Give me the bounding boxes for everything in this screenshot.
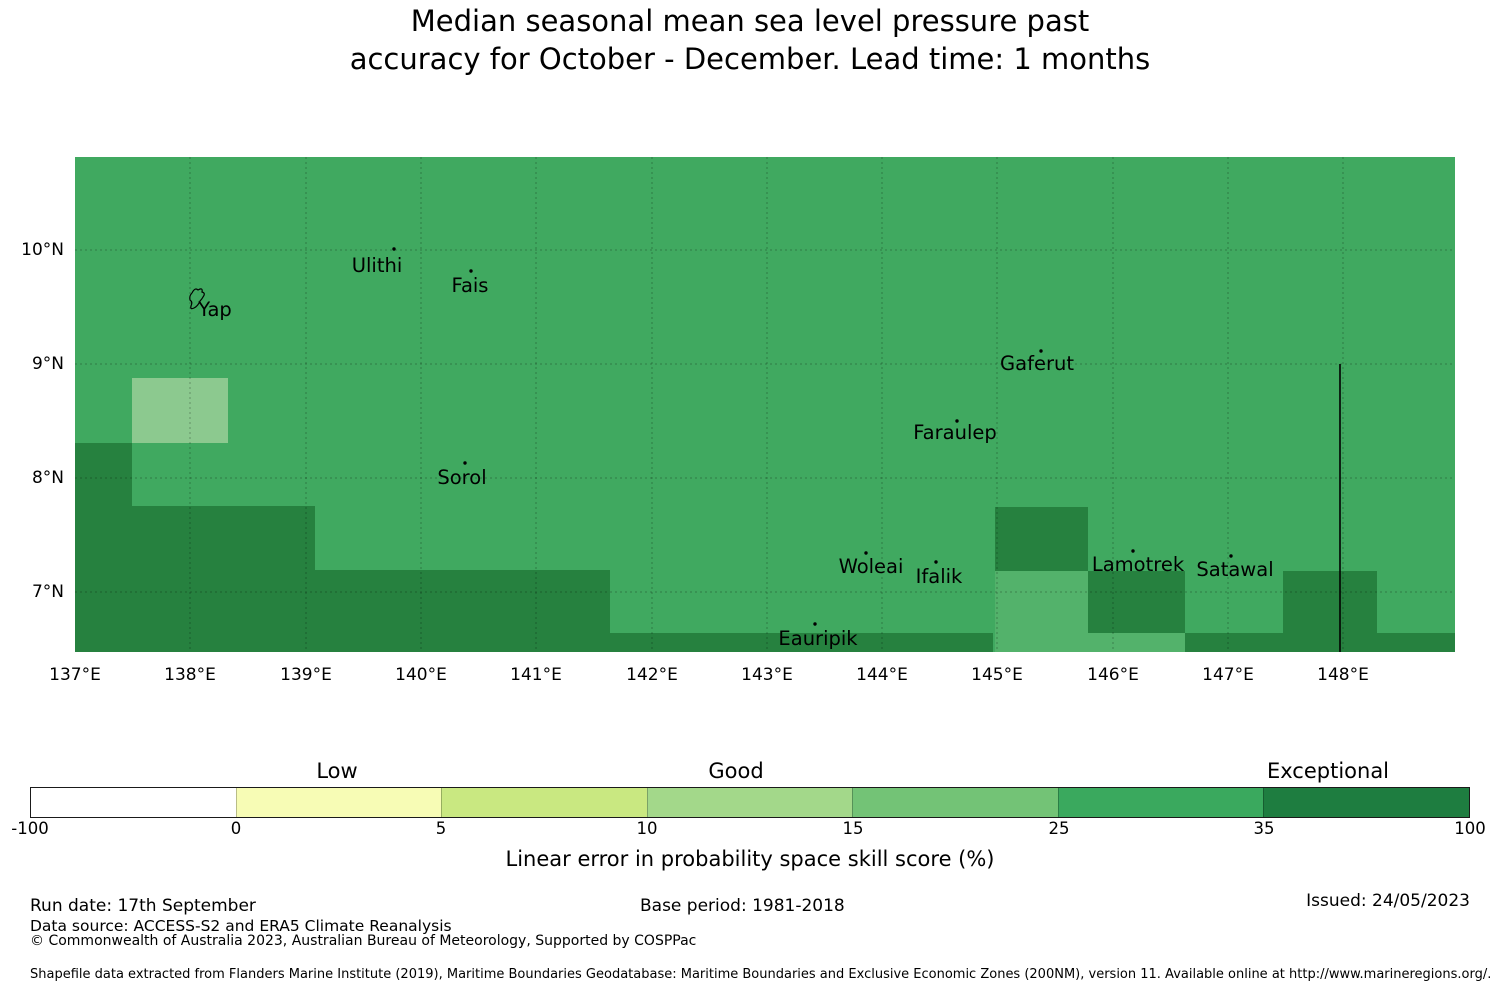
colorbar-segment [1263,788,1470,817]
island-dot [392,247,396,251]
island-dot [1229,554,1233,558]
x-axis-tick-label: 137°E [49,665,101,685]
colorbar-segment [441,788,647,817]
colorbar-tick-label: 35 [1253,819,1275,838]
island-label: Fais [452,274,489,297]
map-plot: Yap Ulithi Fais Gaferut Faraulep Sorol Woleai I… [75,157,1455,652]
island-dot [934,560,938,564]
issued-date-text: Issued: 24/05/2023 [1306,891,1470,911]
x-axis-tick-label: 139°E [280,665,332,685]
colorbar-tick-label: 10 [636,819,658,838]
island-dot [1039,349,1043,353]
shapefile-attribution-text: Shapefile data extracted from Flanders M… [30,967,1492,982]
colorbar-category-label: Exceptional [1266,759,1390,783]
map-region-high-skill-patch-145e [995,507,1088,571]
colorbar-tick-label: 15 [842,819,864,838]
x-axis-tick-label: 146°E [1087,665,1139,685]
island-label: Yap [197,298,232,321]
island-dot [864,551,868,555]
colorbar [30,787,1470,818]
island-label: Ifalik [916,565,963,588]
map-region-high-skill-south-band [610,633,993,652]
y-axis-tick-label: 10°N [21,240,64,260]
figure-title: Median seasonal mean sea level pressure … [0,2,1500,78]
colorbar-tick-label: 100 [1454,819,1486,838]
colorbar-tick-label: -100 [11,819,49,838]
island-label: Lamotrek [1092,553,1185,576]
x-axis-tick-label: 138°E [164,665,216,685]
map-region-high-skill-southwest-tier3 [315,570,610,652]
colorbar-tick-label: 5 [435,819,447,838]
island-dot [813,622,817,626]
island-label: Woleai [839,555,904,578]
title-line-2: accuracy for October - December. Lead ti… [349,42,1151,76]
colorbar-axis-label: Linear error in probability space skill … [505,847,995,871]
island-label: Eauripik [778,627,858,650]
island-shape [189,288,205,310]
island-dot [463,461,467,465]
map-region-high-skill-west-column [75,443,132,652]
x-axis-tick-label: 148°E [1317,665,1369,685]
colorbar-category-label: Good [708,759,764,783]
colorbar-segment [646,788,853,817]
base-period-text: Base period: 1981-2018 [640,896,845,916]
island-label: Sorol [437,466,486,489]
colorbar-category-label: Low [316,759,358,783]
x-axis-tick-label: 143°E [741,665,793,685]
title-line-1: Median seasonal mean sea level pressure … [410,4,1090,38]
island-label: Gaferut [1000,352,1074,375]
map-region-high-skill-patch-148e [1283,571,1377,633]
x-axis-tick-label: 142°E [626,665,678,685]
island-dot [1131,549,1135,553]
map-region-low-skill-cell-138e [132,378,228,443]
x-axis-tick-label: 144°E [856,665,908,685]
colorbar-tick-label: 0 [230,819,242,838]
x-axis-tick-label: 147°E [1202,665,1254,685]
map-region-high-skill-southeast-band [1185,633,1455,652]
island-label: Faraulep [913,421,997,444]
copyright-text: © Commonwealth of Australia 2023, Austra… [30,933,697,949]
y-axis-tick-label: 9°N [31,354,64,374]
colorbar-segment [31,788,236,817]
x-axis-tick-label: 141°E [510,665,562,685]
island-label: Satawal [1196,558,1273,581]
colorbar-segment [1057,788,1264,817]
x-axis-tick-label: 145°E [971,665,1023,685]
map-region-high-skill-southwest-tier2 [132,506,315,652]
y-axis-tick-label: 7°N [31,582,64,602]
y-axis-tick-label: 8°N [31,468,64,488]
island-dot [955,419,959,423]
colorbar-segment [235,788,442,817]
colorbar-tick-label: 25 [1048,819,1070,838]
colorbar-segment [852,788,1058,817]
map-region-high-skill-patch-146e [1088,571,1185,633]
run-date-text: Run date: 17th September [30,896,256,916]
island-dot [469,269,473,273]
data-source-text: Data source: ACCESS-S2 and ERA5 Climate … [30,917,452,935]
island-label: Ulithi [352,254,403,277]
x-axis-tick-label: 140°E [395,665,447,685]
